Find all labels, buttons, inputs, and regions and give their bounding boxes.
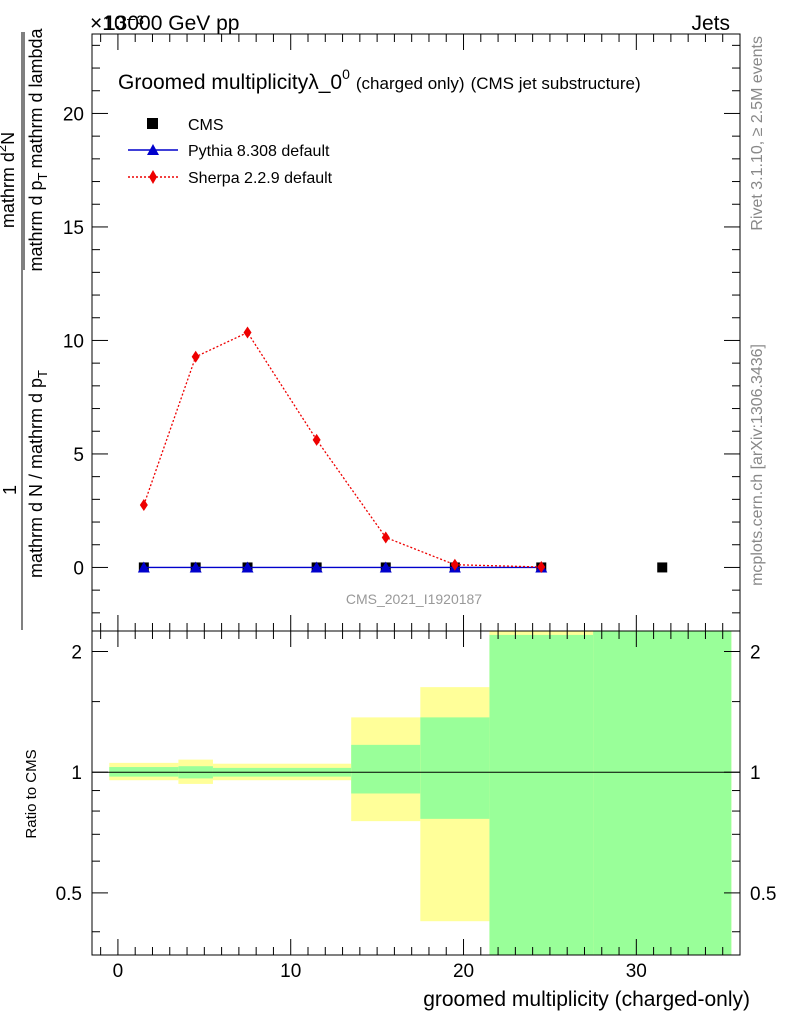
- data-point-triangle: [137, 561, 150, 573]
- ratio-band-green: [420, 717, 490, 819]
- data-point-diamond: [139, 499, 148, 512]
- data-point-diamond: [191, 350, 200, 363]
- y-label-frac-numerator: 1: [0, 485, 20, 495]
- ratio-y-tick-label-right: 1: [750, 763, 761, 784]
- ratio-y-tick-label-left: 2: [71, 643, 82, 664]
- legend-marker-pythia: [147, 144, 159, 155]
- chart-title: Groomed multiplicityλ_00 (charged only) (C…: [118, 66, 641, 94]
- main-series-layer: [137, 326, 668, 573]
- legend-label-cms: CMS: [188, 117, 224, 134]
- legend-marker-cms: [147, 118, 158, 129]
- y-label-denominator-sub: T: [35, 370, 50, 378]
- ratio-plot: 0.5 0.5 1 1 2 2 0 10 20 30: [56, 630, 776, 982]
- y-label-frac-denominator: mathrm d N / mathrm d pT: [26, 370, 50, 578]
- ratio-y-ticks: 0.5 0.5 1 1 2 2: [56, 643, 776, 933]
- series-line-diamond: [143, 331, 542, 568]
- chart-title-superscript: 0: [342, 66, 350, 82]
- ratio-x-tick-label: 30: [626, 961, 647, 982]
- data-point-triangle: [310, 561, 323, 573]
- data-point-triangle: [189, 561, 202, 573]
- data-point-diamond: [243, 326, 252, 339]
- legend: CMS Pythia 8.308 default Sherpa 2.2.9 de…: [128, 117, 333, 187]
- legend-label-pythia: Pythia 8.308 default: [188, 143, 330, 160]
- main-y-tick-label: 5: [73, 445, 84, 466]
- ratio-y-tick-label-left: 0.5: [56, 884, 82, 905]
- y-label-denominator-main: mathrm d N / mathrm d p: [26, 378, 46, 578]
- energy-label: 13000 GeV pp: [104, 12, 239, 35]
- ratio-x-tick-label: 0: [113, 961, 124, 982]
- main-y-tick-label: 0: [73, 558, 84, 579]
- y-label-fraction-numerator-sup: 2: [0, 145, 9, 152]
- exponent-label: ×10⁻³: [90, 12, 144, 35]
- rivet-label: Rivet 3.1.10, ≥ 2.5M events: [749, 36, 766, 231]
- main-y-tick-label: 10: [63, 331, 84, 352]
- data-point-diamond: [537, 560, 546, 573]
- mcplots-label: mcplots.cern.ch [arXiv:1306.3436]: [749, 344, 766, 586]
- y-label-fraction-numerator-main: mathrm d: [0, 152, 18, 228]
- y-label-fraction-numerator-tail: N: [0, 132, 18, 145]
- legend-marker-sherpa: [149, 170, 157, 184]
- main-y-axis-label: 1 mathrm d N / mathrm d pT mathrm d2N ma…: [0, 27, 50, 630]
- ratio-plot-frame: [91, 630, 741, 956]
- y-label-fraction-denominator-tail: mathrm d lambda: [26, 27, 46, 168]
- data-point-diamond: [312, 433, 321, 446]
- y-label-fraction-numerator: mathrm d2N: [0, 132, 18, 228]
- data-point-diamond: [381, 531, 390, 544]
- y-label-fraction-denominator-main: mathrm d p: [26, 180, 46, 271]
- category-label: Jets: [691, 12, 730, 35]
- ratio-band-green: [489, 634, 594, 955]
- y-label-fraction-denominator: mathrm d pTmathrm d lambda: [26, 27, 50, 271]
- legend-label-sherpa: Sherpa 2.2.9 default: [188, 170, 333, 187]
- ratio-y-axis-label: Ratio to CMS: [23, 749, 40, 838]
- ratio-bands-layer: [109, 631, 732, 955]
- data-point-triangle: [241, 561, 254, 573]
- main-x-ticks: [100, 34, 724, 631]
- ratio-x-tick-label: 20: [453, 961, 474, 982]
- main-y-tick-label: 20: [63, 104, 84, 125]
- ratio-y-tick-label-right: 2: [750, 643, 761, 664]
- ratio-band-green: [351, 744, 421, 794]
- data-point-triangle: [379, 561, 392, 573]
- ratio-band-green: [593, 631, 732, 955]
- data-point-diamond: [450, 558, 459, 571]
- ratio-x-tick-label: 10: [280, 961, 301, 982]
- y-label-fraction-denominator-sub: T: [35, 172, 50, 180]
- chart-title-suffix-small: (charged only): [356, 74, 465, 93]
- main-y-tick-label: 15: [63, 218, 84, 239]
- chart-title-suffix: (CMS jet substructure): [471, 74, 641, 93]
- x-axis-label: groomed multiplicity (charged-only): [423, 988, 750, 1011]
- ratio-x-ticks: 0 10 20 30: [100, 631, 724, 982]
- ratio-y-tick-label-right: 0.5: [750, 884, 776, 905]
- data-point-square: [657, 562, 668, 573]
- ratio-y-tick-label-left: 1: [71, 763, 82, 784]
- main-y-ticks: 0 5 10 15 20: [63, 44, 740, 614]
- chart-title-symbol: λ_0: [308, 71, 342, 94]
- chart-title-main: Groomed multiplicity: [118, 71, 309, 94]
- watermark: CMS_2021_I1920187: [346, 591, 482, 607]
